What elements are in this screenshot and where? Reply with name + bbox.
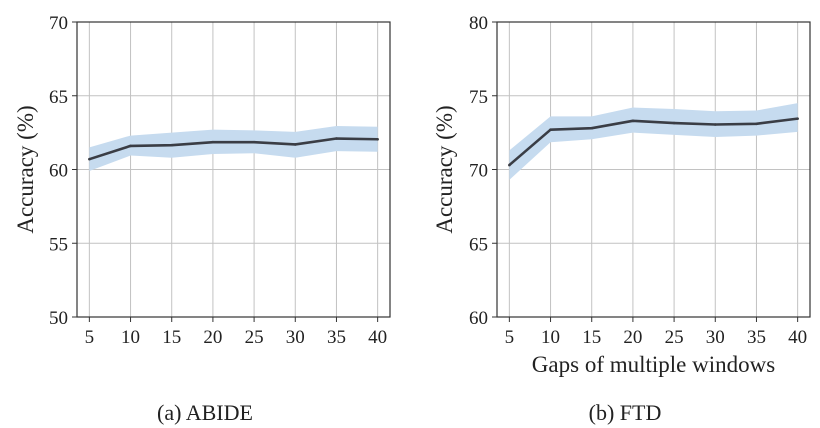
accuracy-line [508, 117, 798, 167]
data-point [335, 137, 338, 140]
data-point [508, 163, 511, 167]
x-tick-label: 35 [747, 327, 766, 348]
x-tick-label: 30 [286, 327, 305, 348]
x-tick-label: 10 [121, 327, 140, 348]
x-tick-label: 5 [85, 327, 95, 348]
y-tick-label: 65 [49, 87, 68, 108]
data-point [755, 122, 758, 126]
y-tick-label: 65 [469, 234, 488, 255]
y-tick-label: 75 [469, 87, 488, 108]
x-tick-label: 20 [203, 327, 222, 348]
data-point [293, 143, 297, 146]
data-point [129, 144, 132, 148]
x-tick-label: 5 [505, 327, 515, 348]
accuracy-line [88, 137, 378, 161]
y-tick-label: 55 [49, 234, 68, 255]
data-point [170, 143, 174, 147]
confidence-band [89, 125, 378, 171]
panel-caption: (a) ABIDE [157, 400, 253, 425]
data-point [211, 140, 215, 144]
x-tick-label: 40 [788, 327, 807, 348]
panel-caption: (b) FTD [589, 400, 662, 425]
x-tick-label: 20 [623, 327, 642, 348]
y-tick-label: 50 [49, 308, 68, 329]
data-point [796, 117, 799, 120]
x-tick-label: 15 [162, 327, 181, 348]
x-tick-label: 10 [541, 327, 560, 348]
x-tick-label: 30 [706, 327, 725, 348]
data-point [713, 123, 717, 126]
y-tick-label: 60 [469, 308, 488, 329]
data-point [672, 121, 676, 125]
x-tick-label: 35 [327, 327, 346, 348]
x-tick-label: 40 [368, 327, 387, 348]
data-point [88, 157, 91, 161]
y-axis-label: Accuracy (%) [13, 105, 38, 233]
data-point [631, 119, 635, 123]
y-tick-label: 60 [49, 161, 68, 182]
data-point [590, 126, 594, 130]
panel-ftd: 5 10 15 20 25 30 35 40 60 65 70 75 80 Accuracy (%) Gap… [432, 13, 811, 425]
x-axis-label: Gaps of multiple windows [532, 352, 775, 377]
data-point [549, 128, 552, 131]
confidence-band [509, 103, 798, 180]
data-point [252, 140, 256, 144]
panel-abide: 5 10 15 20 25 30 35 40 50 55 60 65 70 Accuracy (%) (a)… [13, 13, 391, 425]
y-tick-label: 80 [469, 13, 488, 34]
x-tick-label: 15 [582, 327, 601, 348]
x-tick-label: 25 [245, 327, 264, 348]
y-tick-label: 70 [49, 13, 68, 34]
x-tick-label: 25 [665, 327, 684, 348]
y-axis-label: Accuracy (%) [432, 105, 457, 233]
data-point [376, 137, 379, 141]
y-tick-label: 70 [469, 161, 488, 182]
